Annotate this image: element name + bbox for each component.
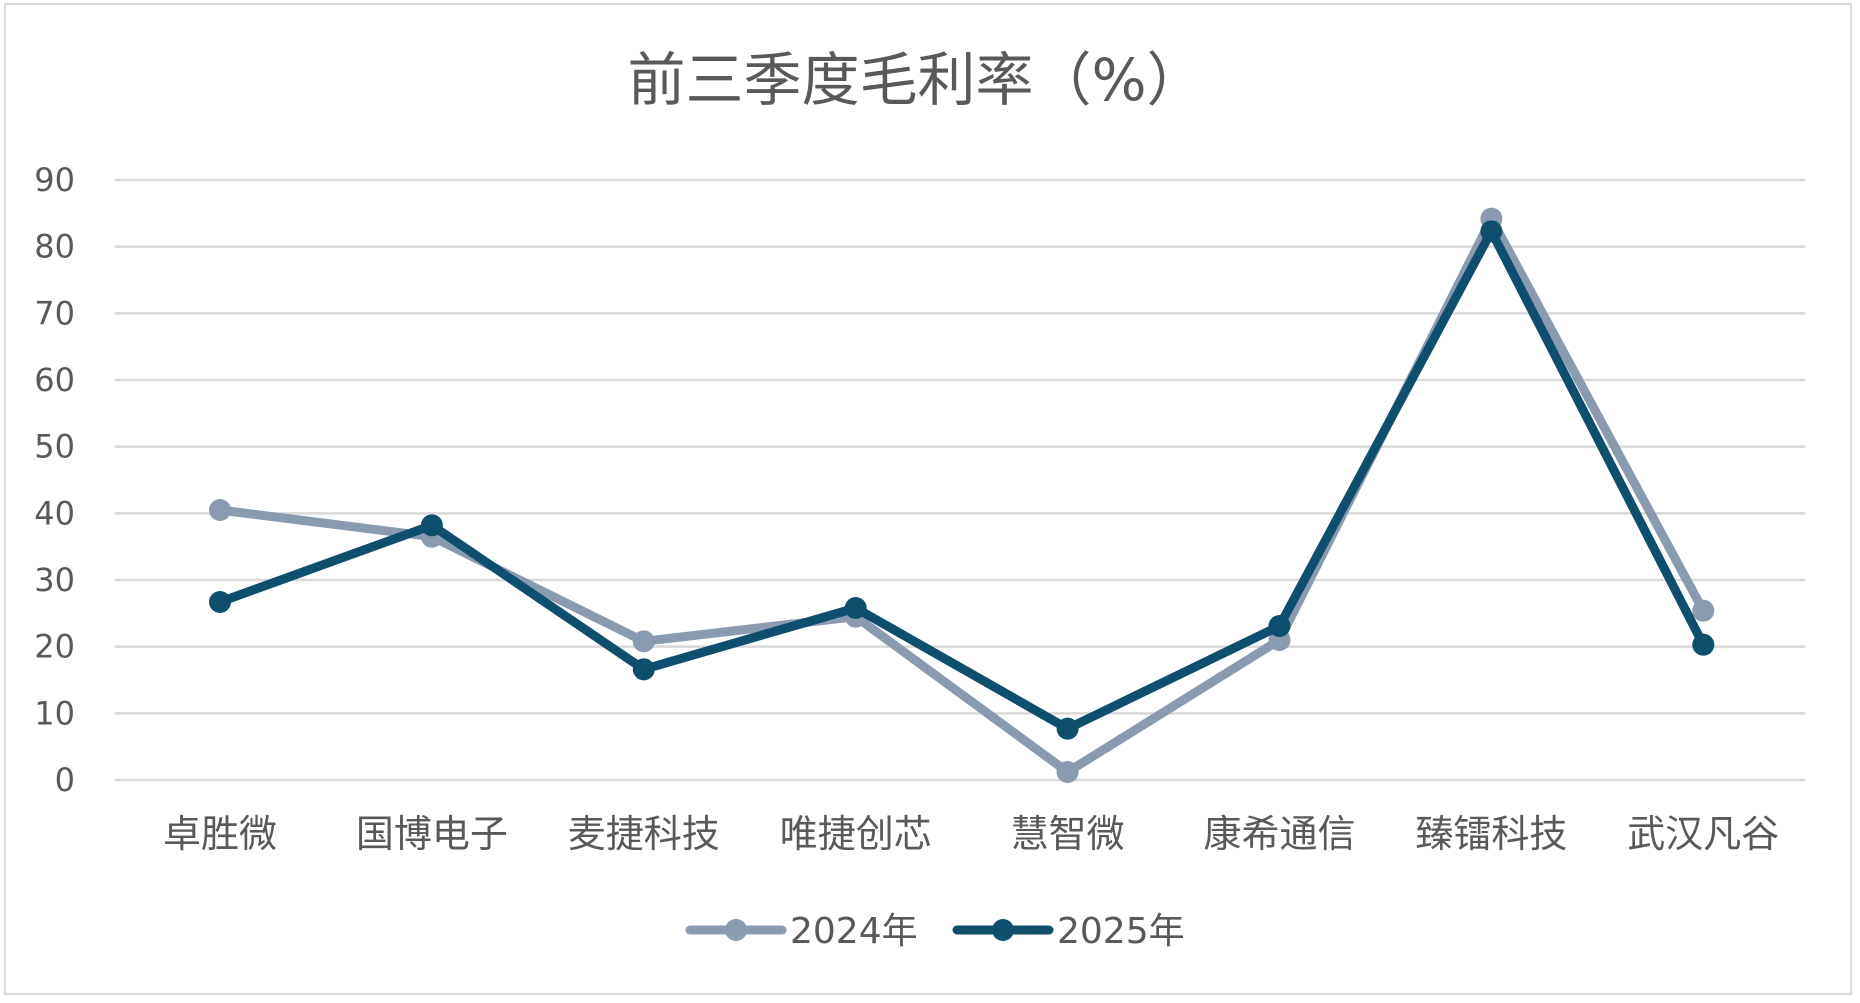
data-point (1692, 633, 1715, 656)
y-tick-label: 20 (34, 628, 75, 666)
series-line (215, 214, 1708, 777)
chart-title: 前三季度毛利率（%） (627, 46, 1204, 114)
data-point (209, 499, 231, 521)
series-2 (209, 220, 1715, 740)
x-tick-label: 慧智微 (1011, 812, 1125, 856)
data-point (632, 658, 655, 681)
x-tick-label: 臻镭科技 (1415, 812, 1567, 856)
series-1 (209, 207, 1715, 783)
data-point (1480, 220, 1503, 243)
series-line (215, 226, 1708, 734)
y-tick-label: 80 (34, 228, 75, 266)
y-tick-label: 90 (34, 161, 75, 199)
legend-item: 2025年 (952, 911, 1185, 952)
data-point (1268, 615, 1291, 637)
data-point (632, 630, 655, 653)
series-layer (209, 207, 1715, 783)
x-tick-label: 卓胜微 (163, 812, 277, 856)
data-point (1692, 599, 1715, 622)
y-tick-label: 60 (34, 361, 75, 399)
legend-swatch-marker (725, 919, 747, 941)
x-tick-label: 唯捷创芯 (780, 812, 932, 856)
y-tick-label: 50 (34, 428, 75, 466)
legend-item: 2024年 (685, 911, 918, 952)
legend-label: 2024年 (790, 911, 918, 952)
gridlines (115, 178, 1805, 782)
x-tick-label: 国博电子 (356, 812, 508, 856)
y-axis-ticks: 0 10 20 30 40 50 60 70 80 90 (34, 161, 75, 799)
data-point (420, 514, 443, 537)
y-tick-label: 40 (34, 494, 75, 532)
data-point (844, 597, 867, 619)
x-axis-ticks: 卓胜微 国博电子 麦捷科技 唯捷创芯 慧智微 康希通信 臻镭科技 武汉凡谷 (163, 812, 1779, 856)
x-tick-label: 武汉凡谷 (1627, 812, 1779, 856)
data-point (209, 591, 231, 613)
legend-label: 2025年 (1057, 911, 1185, 952)
y-tick-label: 30 (34, 561, 75, 599)
x-tick-label: 康希通信 (1203, 812, 1355, 856)
y-tick-label: 0 (55, 761, 75, 799)
data-point (1056, 761, 1079, 783)
y-tick-label: 70 (34, 294, 75, 332)
x-tick-label: 麦捷科技 (568, 812, 720, 856)
legend: 2024年 2025年 (685, 911, 1185, 952)
chart-frame (4, 3, 1852, 995)
y-tick-label: 10 (34, 694, 75, 732)
legend-swatch-marker (992, 919, 1014, 941)
data-point (1056, 717, 1079, 740)
